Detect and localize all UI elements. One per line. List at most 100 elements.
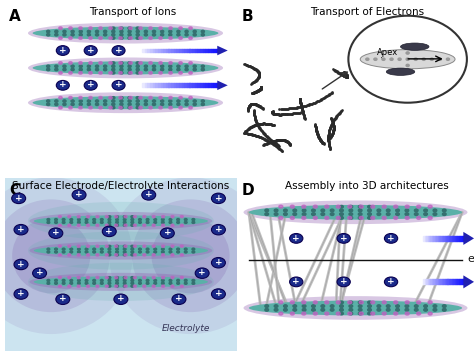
- Circle shape: [386, 209, 390, 212]
- Bar: [142, 49, 145, 53]
- Circle shape: [87, 103, 91, 105]
- Circle shape: [70, 219, 73, 220]
- Circle shape: [169, 97, 172, 99]
- Circle shape: [302, 205, 306, 208]
- Circle shape: [428, 301, 432, 304]
- Circle shape: [143, 245, 146, 247]
- Circle shape: [382, 205, 386, 208]
- Circle shape: [95, 65, 99, 67]
- Circle shape: [128, 100, 131, 102]
- Circle shape: [143, 285, 146, 287]
- Circle shape: [112, 106, 115, 109]
- Text: +: +: [145, 190, 153, 199]
- Bar: [190, 83, 192, 87]
- Bar: [445, 279, 446, 284]
- Circle shape: [162, 215, 164, 218]
- Circle shape: [119, 72, 122, 74]
- Circle shape: [279, 217, 283, 219]
- Circle shape: [138, 282, 141, 284]
- Circle shape: [340, 305, 343, 307]
- Circle shape: [112, 81, 125, 90]
- Circle shape: [152, 245, 155, 247]
- Circle shape: [93, 282, 96, 284]
- Circle shape: [120, 30, 123, 33]
- Circle shape: [96, 254, 99, 256]
- Circle shape: [85, 248, 88, 250]
- Circle shape: [115, 224, 118, 226]
- Circle shape: [100, 282, 103, 284]
- Text: +: +: [215, 225, 222, 234]
- Circle shape: [377, 308, 381, 311]
- Circle shape: [123, 224, 126, 226]
- Circle shape: [128, 62, 131, 64]
- Circle shape: [193, 65, 196, 67]
- Ellipse shape: [34, 276, 208, 288]
- Circle shape: [424, 209, 428, 212]
- Circle shape: [104, 103, 107, 105]
- Circle shape: [59, 97, 62, 99]
- Circle shape: [133, 245, 137, 247]
- Circle shape: [325, 217, 329, 219]
- Text: +: +: [52, 228, 60, 237]
- Circle shape: [93, 279, 96, 282]
- Ellipse shape: [12, 218, 90, 293]
- Circle shape: [433, 308, 437, 311]
- Circle shape: [78, 251, 80, 253]
- Circle shape: [442, 213, 446, 215]
- Circle shape: [169, 251, 172, 253]
- Circle shape: [87, 69, 91, 71]
- Circle shape: [146, 222, 149, 223]
- Circle shape: [201, 34, 204, 36]
- Circle shape: [112, 37, 115, 39]
- Bar: [213, 83, 216, 87]
- Circle shape: [428, 312, 432, 315]
- Text: +: +: [175, 294, 183, 304]
- Bar: [187, 83, 190, 87]
- Circle shape: [116, 285, 118, 287]
- Circle shape: [211, 224, 226, 235]
- Ellipse shape: [33, 61, 219, 75]
- Circle shape: [124, 215, 127, 218]
- Circle shape: [77, 277, 80, 279]
- Circle shape: [302, 312, 306, 315]
- Circle shape: [77, 254, 80, 256]
- Circle shape: [123, 285, 126, 287]
- Circle shape: [108, 245, 111, 247]
- Circle shape: [79, 65, 82, 67]
- Bar: [161, 49, 163, 53]
- Circle shape: [179, 37, 182, 39]
- Circle shape: [311, 308, 315, 311]
- Circle shape: [406, 64, 409, 67]
- Circle shape: [62, 282, 65, 284]
- Bar: [455, 279, 456, 284]
- Circle shape: [93, 248, 96, 250]
- Bar: [213, 49, 216, 53]
- Circle shape: [149, 72, 152, 74]
- Text: Transport of Ions: Transport of Ions: [89, 7, 176, 17]
- Circle shape: [177, 100, 180, 102]
- Bar: [426, 236, 428, 241]
- Circle shape: [109, 97, 112, 99]
- Circle shape: [112, 62, 115, 64]
- Circle shape: [68, 254, 71, 256]
- Circle shape: [184, 248, 187, 250]
- Circle shape: [340, 308, 343, 311]
- Circle shape: [78, 222, 80, 223]
- Circle shape: [368, 213, 371, 215]
- Circle shape: [58, 224, 62, 226]
- Circle shape: [93, 251, 96, 253]
- Circle shape: [368, 217, 371, 219]
- Circle shape: [169, 248, 172, 250]
- Bar: [208, 49, 210, 53]
- Circle shape: [442, 305, 446, 307]
- Bar: [163, 83, 166, 87]
- Ellipse shape: [29, 273, 212, 291]
- Text: e⁻: e⁻: [467, 254, 474, 264]
- Circle shape: [49, 228, 63, 239]
- Bar: [452, 236, 453, 241]
- Circle shape: [169, 72, 172, 74]
- Circle shape: [144, 103, 147, 105]
- Circle shape: [358, 305, 362, 307]
- Ellipse shape: [360, 50, 455, 69]
- Circle shape: [152, 215, 155, 218]
